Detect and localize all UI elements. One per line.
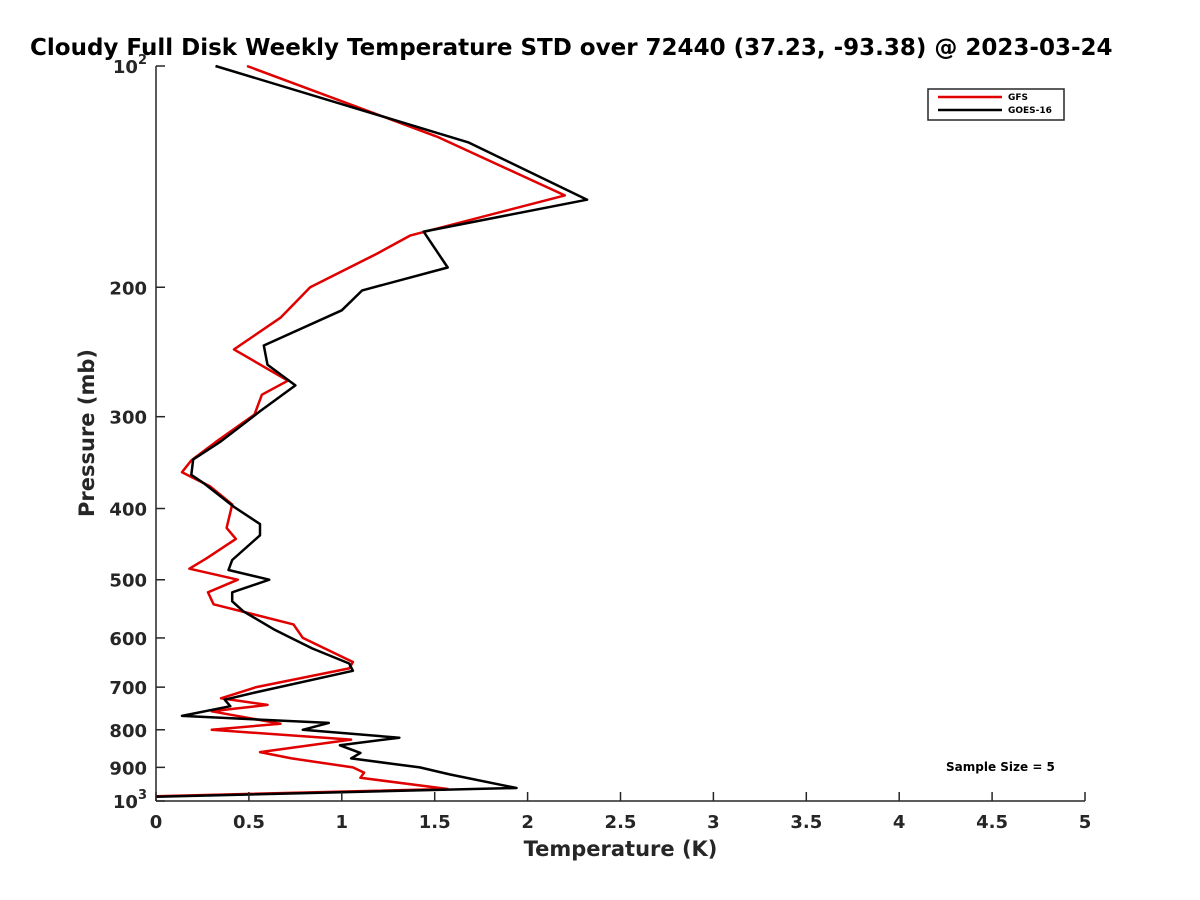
x-tick-label: 2 bbox=[521, 812, 534, 833]
x-tick-label: 5 bbox=[1079, 812, 1092, 833]
y-tick-label: 102 bbox=[113, 53, 147, 78]
x-tick-label: 4 bbox=[893, 812, 906, 833]
series-line-goes-16 bbox=[155, 64, 589, 799]
x-tick-label: 0.5 bbox=[233, 812, 265, 833]
y-tick-label: 300 bbox=[109, 408, 147, 429]
y-tick-label: 400 bbox=[109, 500, 147, 521]
plot-lines bbox=[155, 64, 589, 799]
y-tick-label: 700 bbox=[109, 678, 147, 699]
x-tick-label: 0 bbox=[150, 812, 163, 833]
series-line-gfs bbox=[155, 64, 567, 798]
x-tick-label: 1 bbox=[336, 812, 349, 833]
x-axis-label: Temperature (K) bbox=[524, 837, 718, 861]
x-tick-label: 3.5 bbox=[790, 812, 822, 833]
y-axis-ticks: 102 200 300 400 500 600 700 800 900 103 bbox=[109, 53, 165, 813]
y-tick-label: 900 bbox=[109, 758, 147, 779]
legend: GFS GOES-16 bbox=[927, 88, 1065, 121]
y-tick-label: 200 bbox=[109, 278, 147, 299]
x-tick-label: 4.5 bbox=[976, 812, 1008, 833]
x-tick-label: 1.5 bbox=[419, 812, 451, 833]
y-tick-label: 800 bbox=[109, 721, 147, 742]
y-axis-label: Pressure (mb) bbox=[75, 349, 99, 517]
legend-label-gfs: GFS bbox=[1008, 93, 1028, 103]
sample-size-annotation: Sample Size = 5 bbox=[946, 760, 1055, 774]
chart-title: Cloudy Full Disk Weekly Temperature STD … bbox=[30, 35, 1113, 61]
y-tick-label: 500 bbox=[109, 571, 147, 592]
y-tick-label: 103 bbox=[113, 788, 147, 813]
x-tick-label: 3 bbox=[707, 812, 720, 833]
legend-label-goes-16: GOES-16 bbox=[1008, 106, 1052, 116]
legend-box bbox=[927, 88, 1065, 121]
y-tick-label: 600 bbox=[109, 629, 147, 650]
x-axis-ticks: 0 0.5 1 1.5 2 2.5 3 3.5 4 4.5 5 bbox=[150, 792, 1092, 833]
x-tick-label: 2.5 bbox=[605, 812, 637, 833]
